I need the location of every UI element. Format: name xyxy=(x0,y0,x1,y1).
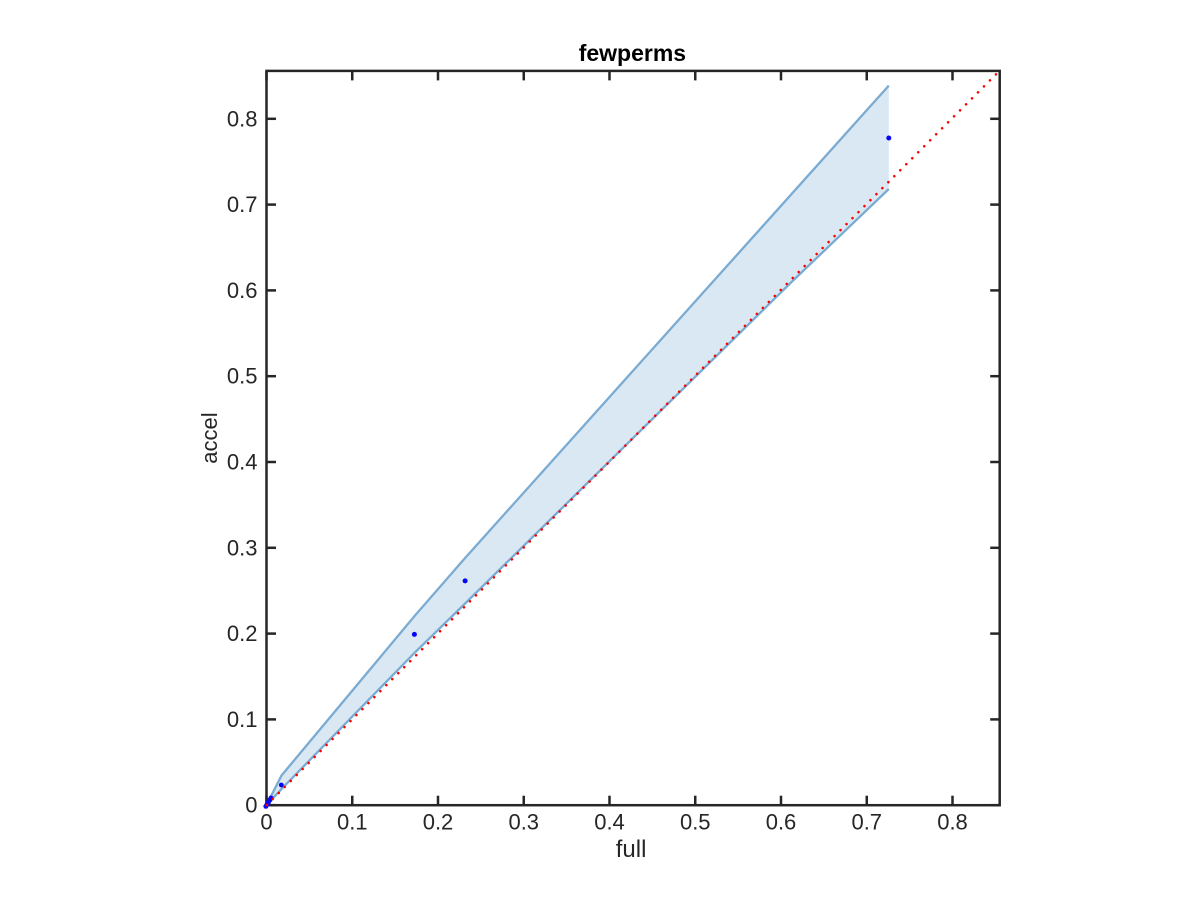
svg-text:0.8: 0.8 xyxy=(937,809,968,834)
svg-text:0.6: 0.6 xyxy=(766,809,797,834)
svg-text:0.7: 0.7 xyxy=(851,809,882,834)
svg-text:0: 0 xyxy=(245,793,257,818)
svg-text:accel: accel xyxy=(197,412,222,463)
svg-text:0.8: 0.8 xyxy=(227,106,258,131)
svg-text:0.2: 0.2 xyxy=(227,621,258,646)
svg-text:0.1: 0.1 xyxy=(227,707,258,732)
svg-text:0.2: 0.2 xyxy=(423,809,454,834)
svg-text:fewperms: fewperms xyxy=(579,40,686,66)
svg-text:0.5: 0.5 xyxy=(680,809,711,834)
svg-text:0.4: 0.4 xyxy=(594,809,625,834)
svg-text:0.1: 0.1 xyxy=(337,809,368,834)
svg-text:0.6: 0.6 xyxy=(227,278,258,303)
svg-text:0.3: 0.3 xyxy=(227,535,258,560)
svg-text:0: 0 xyxy=(260,809,272,834)
svg-text:0.5: 0.5 xyxy=(227,364,258,389)
svg-text:0.7: 0.7 xyxy=(227,192,258,217)
svg-text:0.3: 0.3 xyxy=(508,809,539,834)
svg-text:0.4: 0.4 xyxy=(227,450,258,475)
svg-text:full: full xyxy=(616,836,647,863)
